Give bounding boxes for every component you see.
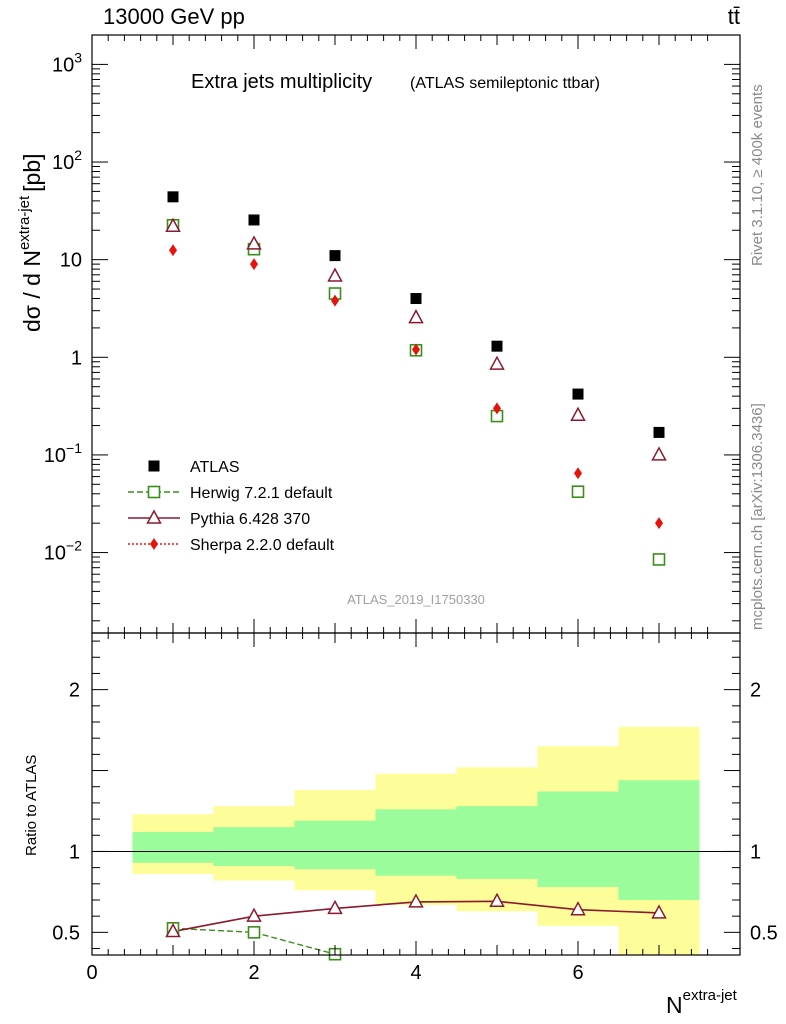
- main-point-herwig: [571, 485, 585, 499]
- ratio-band-stat: [618, 780, 700, 900]
- main-y-tick-exp: −1: [66, 440, 82, 456]
- main-point-pythia: [408, 309, 424, 324]
- main-y-tick-label: 10−2: [44, 538, 82, 565]
- main-point-sherpa: [250, 258, 258, 271]
- main-point-sherpa: [331, 294, 339, 307]
- main-y-tick-label: 1: [71, 347, 82, 369]
- ratio-band-stat: [456, 806, 538, 879]
- main-y-tick-label: 103: [52, 49, 82, 76]
- main-point-atlas: [329, 250, 341, 262]
- main-point-sherpa: [493, 402, 501, 415]
- main-y-tick-label: 10−1: [44, 440, 82, 467]
- plot-title: Extra jets multiplicity: [191, 71, 372, 93]
- main-point-atlas: [491, 340, 503, 352]
- legend-label-sherpa: Sherpa 2.2.0 default: [190, 537, 335, 554]
- main-y-tick-base: 10: [44, 445, 66, 467]
- ratio-uncertainty-bands: [132, 726, 700, 955]
- plot-subtitle: (ATLAS semileptonic ttbar): [410, 75, 600, 92]
- data-markers: [165, 191, 667, 961]
- ratio-y-tick-label-left: 0.5: [52, 922, 80, 944]
- svg-text:dσ / d Nextra-jet[pb]: dσ / d Nextra-jet [pb]: [16, 153, 45, 332]
- legend-label-herwig: Herwig 7.2.1 default: [190, 485, 333, 502]
- ratio-point-pythia: [408, 893, 424, 908]
- legend-marker-herwig: [147, 485, 161, 499]
- x-tick-label: 4: [410, 962, 421, 984]
- ratio-xlabel-sup: extra-jet: [683, 987, 738, 1004]
- main-point-pythia: [165, 217, 181, 232]
- ratio-band-stat: [375, 809, 457, 876]
- ratio-y-tick-label-right: 2: [750, 680, 761, 702]
- ratio-point-pythia: [327, 899, 343, 915]
- x-tick-label: 6: [572, 962, 583, 984]
- main-point-pythia: [570, 406, 586, 421]
- main-y-tick-label: 102: [52, 147, 82, 174]
- main-y-tick-base: 10: [44, 543, 66, 565]
- ratio-xlabel-text: N: [666, 992, 683, 1018]
- legend: ATLAS Herwig 7.2.1 default Pythia 6.428 37…: [128, 459, 335, 554]
- ratio-ylabel: Ratio to ATLAS: [23, 755, 40, 856]
- main-point-sherpa: [574, 467, 582, 480]
- watermark: ATLAS_2019_I1750330: [347, 592, 485, 607]
- ratio-xlabel: Nextra-jet: [666, 987, 738, 1018]
- main-ylabel-unit: [pb]: [19, 153, 45, 191]
- main-point-atlas: [572, 388, 584, 400]
- ratio-y-tick-label-left: 1: [69, 841, 80, 863]
- ratio-point-pythia: [489, 892, 505, 908]
- ratio-point-pythia: [651, 904, 667, 919]
- main-point-pythia: [489, 355, 505, 370]
- main-y-tick-base: 10: [52, 152, 74, 174]
- main-y-tick-exp: 3: [74, 49, 82, 65]
- main-point-atlas: [167, 191, 179, 203]
- legend-label-pythia: Pythia 6.428 370: [190, 511, 310, 528]
- x-tick-label: 2: [248, 962, 259, 984]
- main-point-atlas: [410, 293, 422, 305]
- main-point-sherpa: [169, 244, 177, 257]
- legend-label-atlas: ATLAS: [190, 459, 240, 476]
- main-point-pythia: [327, 267, 343, 282]
- side-rivet: Rivet 3.1.10, ≥ 400k events: [749, 84, 766, 266]
- ratio-y-tick-label-right: 1: [750, 841, 761, 863]
- ratio-point-herwig: [247, 926, 261, 939]
- main-point-sherpa: [412, 343, 420, 356]
- main-y-tick-label: 10: [60, 250, 82, 272]
- main-line-herwig: [173, 225, 659, 559]
- x-tick-label: 0: [86, 962, 97, 984]
- main-y-tick-base: 10: [52, 54, 74, 76]
- header-right: tt̄: [728, 4, 740, 29]
- ratio-band-stat: [213, 827, 295, 867]
- main-point-atlas: [248, 214, 260, 226]
- ratio-band-stat: [537, 791, 619, 888]
- ratio-point-pythia: [165, 922, 181, 938]
- main-point-pythia: [246, 235, 262, 250]
- main-line-sherpa: [173, 250, 659, 523]
- main-ylabel-text: dσ / d N: [19, 250, 45, 332]
- legend-marker-sherpa: [150, 538, 158, 550]
- main-ylabel: dσ / d Nextra-jet [pb]: [16, 153, 45, 332]
- side-mcplots: mcplots.cern.ch [arXiv:1306.3436]: [749, 403, 766, 630]
- main-point-sherpa: [655, 517, 663, 530]
- ratio-band-stat: [132, 832, 214, 863]
- legend-marker-pythia: [146, 509, 162, 524]
- ratio-y-tick-label-right: 0.5: [750, 922, 778, 944]
- ratio-y-tick-label-left: 2: [69, 680, 80, 702]
- main-line-pythia: [173, 226, 659, 455]
- main-point-atlas: [653, 426, 665, 438]
- main-point-herwig: [652, 553, 666, 566]
- main-ylabel-sup: extra-jet: [16, 195, 33, 250]
- header-left: 13000 GeV pp: [103, 4, 245, 29]
- svg-text:Nextra-jet: Nextra-jet: [666, 987, 738, 1018]
- ratio-point-pythia: [246, 907, 262, 922]
- main-point-pythia: [651, 446, 667, 461]
- ratio-point-pythia: [570, 901, 586, 916]
- main-y-tick-exp: −2: [66, 538, 82, 554]
- legend-marker-atlas: [148, 460, 160, 472]
- main-y-tick-exp: 2: [74, 147, 82, 163]
- ratio-band-stat: [294, 820, 376, 870]
